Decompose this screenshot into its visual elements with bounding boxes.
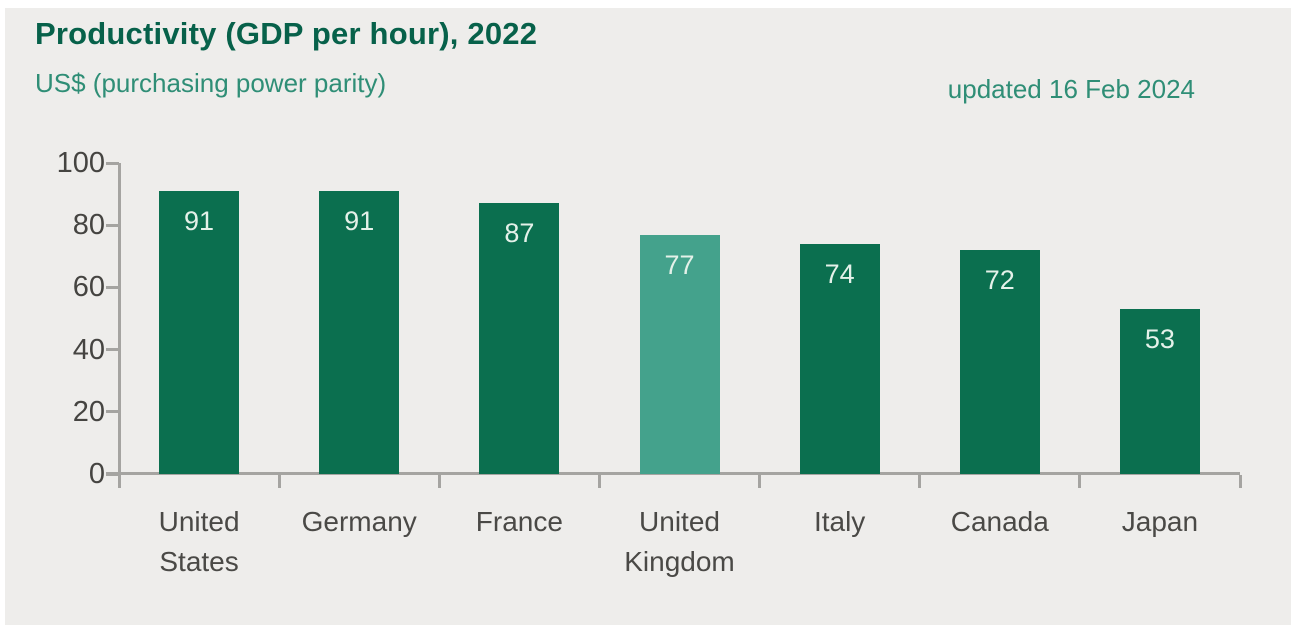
bar-canada: 72 bbox=[959, 250, 1040, 474]
y-axis-tick bbox=[106, 410, 119, 414]
x-axis-category-label-line: Canada bbox=[950, 506, 1049, 537]
x-axis-category-label-line: States bbox=[159, 546, 239, 577]
x-axis-category-label-line: France bbox=[475, 506, 563, 537]
bar-japan: 53 bbox=[1119, 309, 1200, 474]
x-axis-tick bbox=[437, 475, 441, 488]
chart-subtitle: US$ (purchasing power parity) bbox=[35, 68, 387, 98]
bar-value-label: 74 bbox=[824, 259, 855, 289]
x-axis-category-label: Germany bbox=[249, 502, 469, 542]
y-axis-tick-label: 100 bbox=[56, 147, 105, 179]
y-axis-tick bbox=[106, 472, 119, 476]
x-axis-category-label-line: Kingdom bbox=[624, 546, 735, 577]
x-axis-category-label: Italy bbox=[730, 502, 950, 542]
x-axis-tick bbox=[1238, 475, 1242, 488]
chart-title: Productivity (GDP per hour), 2022 bbox=[35, 16, 538, 51]
x-axis-category-label: Japan bbox=[1050, 502, 1270, 542]
bar-value-label: 91 bbox=[344, 206, 375, 236]
x-axis-category-label: France bbox=[409, 502, 629, 542]
x-axis-category-label-line: Japan bbox=[1121, 506, 1199, 537]
y-axis-tick bbox=[106, 223, 119, 227]
x-axis-tick bbox=[918, 475, 922, 488]
bar-value-label: 91 bbox=[184, 206, 215, 236]
bar-italy: 74 bbox=[799, 244, 880, 474]
bar-united-kingdom: 77 bbox=[639, 235, 720, 474]
bar-germany: 91 bbox=[319, 191, 400, 474]
x-axis-tick bbox=[1078, 475, 1082, 488]
y-axis-tick bbox=[106, 161, 119, 165]
bar-united-states: 91 bbox=[159, 191, 240, 474]
y-axis-tick bbox=[106, 285, 119, 289]
y-axis-tick-label: 60 bbox=[72, 271, 105, 304]
bar-value-label: 77 bbox=[664, 250, 695, 280]
x-axis-category-label-line: Italy bbox=[813, 506, 866, 537]
x-axis-category-label-line: Germany bbox=[301, 506, 417, 537]
x-axis-category-label-line: United bbox=[639, 506, 720, 537]
x-axis-category-label: United Kingdom bbox=[570, 502, 790, 582]
y-axis-tick-label: 20 bbox=[72, 395, 105, 428]
y-axis-tick bbox=[106, 348, 119, 352]
y-axis-tick-label: 0 bbox=[88, 458, 105, 490]
x-axis-tick bbox=[597, 475, 601, 488]
x-axis-tick bbox=[277, 475, 281, 488]
bar-value-label: 72 bbox=[984, 265, 1015, 295]
bar-value-label: 53 bbox=[1144, 324, 1175, 354]
x-axis-category-label: Canada bbox=[890, 502, 1110, 542]
x-axis-category-label: United States bbox=[89, 502, 309, 582]
bar-value-label: 87 bbox=[504, 218, 535, 248]
x-axis-category-label-line: United bbox=[158, 506, 240, 537]
bar-france: 87 bbox=[479, 203, 560, 474]
updated-date: updated 16 Feb 2024 bbox=[947, 74, 1195, 104]
y-axis-tick-label: 40 bbox=[72, 333, 105, 366]
y-axis-line bbox=[117, 163, 121, 488]
x-axis-tick bbox=[758, 475, 762, 488]
y-axis-tick-label: 80 bbox=[72, 209, 105, 242]
